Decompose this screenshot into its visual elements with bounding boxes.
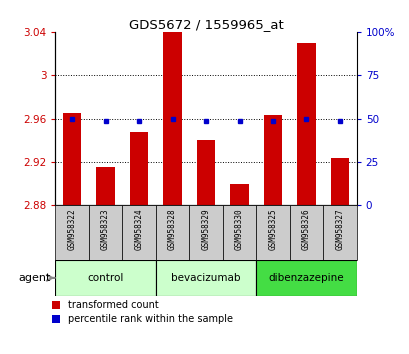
Bar [297,43,315,205]
Bar [263,115,281,205]
Text: GSM958325: GSM958325 [268,208,277,250]
Legend: transformed count, percentile rank within the sample: transformed count, percentile rank withi… [52,301,232,324]
Title: GDS5672 / 1559965_at: GDS5672 / 1559965_at [128,18,283,31]
Bar [55,260,155,296]
Text: GSM958327: GSM958327 [335,208,344,250]
Bar [289,205,322,260]
Bar [163,16,181,205]
Bar [256,205,289,260]
Bar [155,205,189,260]
Bar [196,140,215,205]
Bar [122,205,155,260]
Text: GSM958324: GSM958324 [134,208,143,250]
Bar [96,167,115,205]
Bar [155,260,256,296]
Text: GSM958323: GSM958323 [101,208,110,250]
Text: GSM958326: GSM958326 [301,208,310,250]
Bar [222,205,256,260]
Bar [322,205,356,260]
Text: dibenzazepine: dibenzazepine [268,273,344,283]
Text: GSM958329: GSM958329 [201,208,210,250]
Bar [55,205,89,260]
Text: GSM958330: GSM958330 [234,208,243,250]
Text: agent: agent [19,273,51,283]
Bar [63,113,81,205]
Bar [330,158,348,205]
Bar [256,260,356,296]
Bar [230,184,248,205]
Bar [189,205,222,260]
Bar [130,132,148,205]
Text: GSM958322: GSM958322 [67,208,76,250]
Text: GSM958328: GSM958328 [168,208,177,250]
Bar [89,205,122,260]
Text: bevacizumab: bevacizumab [171,273,240,283]
Text: control: control [87,273,124,283]
